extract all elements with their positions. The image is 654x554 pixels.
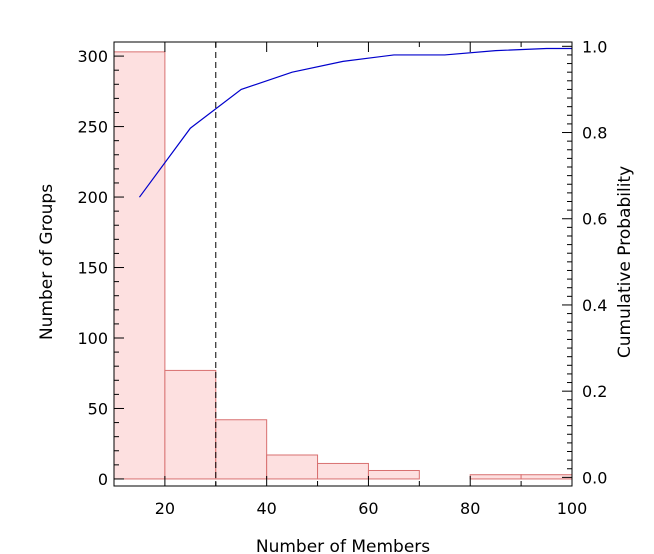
tick-labels: 20 40 60 80 100 0 50 100 150 200 250 300 0.0 0.2 0.4 0.… [77,37,607,518]
histogram-bar-1 [164,369,217,480]
x-axis-label: Number of Members [256,537,430,554]
histogram-bar-7 [469,474,522,480]
y-tick-label-50: 50 [88,399,108,418]
y2-tick-label-1.0: 1.0 [582,37,607,56]
histogram-bar-5 [367,469,420,480]
tick-marks [113,42,573,486]
y-axis-label: Number of Groups [37,184,57,340]
y-tick-label-250: 250 [77,118,108,137]
y-tick-label-200: 200 [77,188,108,207]
plot-frame [113,41,573,487]
x-tick-label-60: 60 [358,499,378,518]
histogram-bar-8 [520,474,573,480]
histogram-bar-4 [317,462,369,480]
histogram-bars [113,51,573,480]
x-tick-label-20: 20 [155,499,175,518]
y-tick-label-0: 0 [98,470,108,489]
y-tick-label-100: 100 [77,329,108,348]
y2-tick-label-0.8: 0.8 [582,124,607,143]
y2-tick-label-0.2: 0.2 [582,382,607,401]
y2-tick-label-0.0: 0.0 [582,468,607,487]
histogram-bar-3 [266,454,319,480]
x-tick-label-80: 80 [460,499,480,518]
y2-axis-label: Cumulative Probability [615,166,635,358]
cumulative-probability-series [138,47,572,198]
y2-tick-label-0.6: 0.6 [582,210,607,229]
y2-tick-label-0.4: 0.4 [582,296,607,315]
histogram-bar-2 [215,419,268,480]
x-tick-label-40: 40 [256,499,276,518]
y-tick-label-300: 300 [77,47,108,66]
histogram-bar-0 [113,51,166,480]
cumulative-probability-line [138,47,572,198]
x-tick-label-100: 100 [557,499,588,518]
axes [113,41,573,487]
y-tick-label-150: 150 [77,259,108,278]
